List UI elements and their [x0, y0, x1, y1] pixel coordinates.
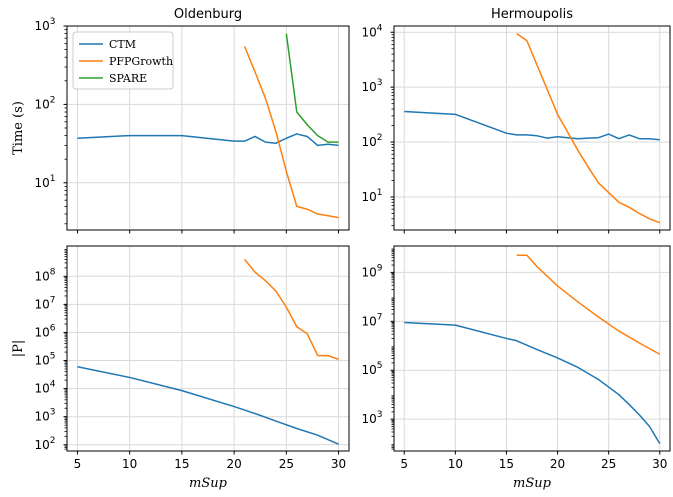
x-tick-label: 30 — [331, 457, 346, 471]
x-axis-label: mSup — [189, 476, 228, 491]
y-tick-label: 101 — [34, 174, 55, 190]
series-line-ctm — [404, 110, 660, 141]
panel-title: Hermoupolis — [491, 7, 573, 22]
y-tick-label: 105 — [361, 361, 382, 377]
x-tick-label: 5 — [74, 457, 82, 471]
y-axis-label: |P| — [11, 340, 26, 358]
x-tick-label: 15 — [174, 457, 189, 471]
x-tick-label: 10 — [122, 457, 137, 471]
series-line-pfpgrowth — [243, 46, 339, 219]
panel-hermoupolis-patterns: 5 10 15 20 25 30 103 105 107 109 mSup — [361, 245, 671, 491]
legend-entry: SPARE — [109, 72, 147, 85]
y-tick-label: 109 — [361, 263, 382, 279]
series-line-spare — [285, 33, 339, 143]
y-tick-label: 108 — [34, 267, 55, 283]
legend-entry: CTM — [109, 38, 136, 51]
panel-hermoupolis-time: 101 102 103 104 Hermoupolis — [361, 7, 671, 234]
series-line-ctm — [77, 133, 339, 147]
y-axis-label: Time (s) — [11, 101, 26, 155]
plot-frame — [66, 25, 350, 231]
panel-oldenburg-patterns: 5 10 15 20 25 30 102 103 104 105 106 107 108 mSup |P| — [11, 245, 350, 491]
y-tick-label: 103 — [361, 78, 382, 94]
x-tick-label: 5 — [400, 457, 408, 471]
x-tick-label: 25 — [279, 457, 294, 471]
y-tick-label: 103 — [361, 410, 382, 426]
panel-oldenburg-time: 101 102 103 Oldenburg Time (s) CTM PFPGrowth SP… — [11, 7, 350, 234]
series-line-ctm — [404, 321, 661, 445]
y-tick-label: 103 — [34, 17, 55, 33]
legend: CTM PFPGrowth SPARE — [72, 31, 174, 90]
legend-box — [72, 31, 174, 90]
y-tick-label: 102 — [34, 436, 55, 452]
series-line-pfpgrowth — [243, 258, 339, 361]
panel-title: Oldenburg — [174, 7, 242, 22]
x-tick-label: 20 — [550, 457, 565, 471]
legend-entry: PFPGrowth — [109, 55, 173, 68]
y-tick-label: 107 — [34, 295, 55, 311]
plot-frame — [66, 245, 350, 452]
series-line-ctm — [77, 366, 339, 445]
y-tick-label: 102 — [34, 95, 55, 111]
series-line-pfpgrowth — [516, 32, 661, 224]
x-tick-label: 25 — [601, 457, 616, 471]
x-tick-label: 15 — [499, 457, 514, 471]
y-tick-label: 102 — [361, 133, 382, 149]
plot-frame — [393, 25, 671, 231]
x-tick-label: 20 — [226, 457, 241, 471]
y-tick-label: 104 — [34, 380, 55, 396]
y-tick-label: 105 — [34, 352, 55, 368]
x-tick-label: 10 — [448, 457, 463, 471]
y-tick-label: 103 — [34, 408, 55, 424]
plot-frame — [393, 245, 671, 452]
series-line-pfpgrowth — [516, 254, 661, 355]
x-tick-label: 30 — [652, 457, 667, 471]
y-tick-label: 106 — [34, 323, 55, 339]
y-tick-label: 101 — [361, 188, 382, 204]
x-axis-label: mSup — [513, 476, 552, 491]
y-tick-label: 104 — [361, 23, 382, 39]
y-tick-label: 107 — [361, 312, 382, 328]
